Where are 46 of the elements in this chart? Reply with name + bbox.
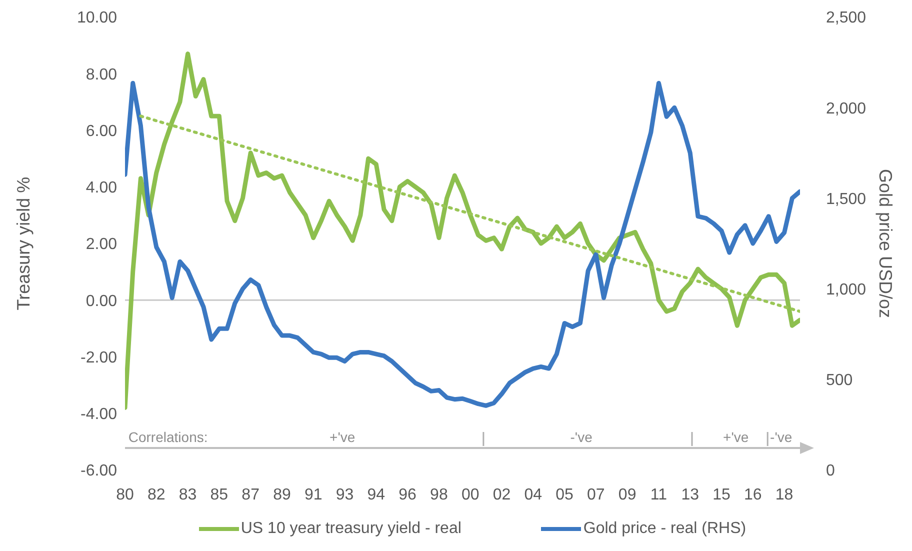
legend-label: Gold price - real (RHS) [583,520,746,538]
annotation: Correlations: [128,429,208,445]
x-tick-label: 96 [398,486,417,504]
x-tick-label: 09 [618,486,636,504]
annotation: -'ve [770,429,792,445]
x-tick-label: 85 [210,486,228,504]
y2-tick-label: 2,500 [826,10,866,27]
y-tick-label: 8.00 [86,66,118,84]
x-tick-label: 04 [524,486,542,504]
y-tick-label: 6.00 [86,122,118,140]
x-tick-label: 05 [556,486,574,504]
x-tick-label: 13 [681,486,700,504]
y2-axis-title: Gold price USD/oz [876,168,896,318]
y2-tick-label: 0 [826,462,835,480]
x-tick-label: 82 [147,486,166,504]
x-tick-label: 11 [650,486,668,504]
x-tick-label: 18 [775,486,794,504]
annotation: +'ve [330,429,356,445]
x-tick-label: 89 [273,486,291,504]
x-tick-label: 98 [430,486,448,504]
y2-tick-label: 1,000 [826,281,866,298]
x-tick-label: 15 [712,486,731,504]
x-tick-label: 94 [367,486,386,504]
y-axis-title: Treasury yield % [13,176,34,310]
y-tick-label: 0.00 [86,292,118,310]
x-tick-label: 00 [461,486,480,504]
x-tick-label: 87 [242,486,260,504]
annotation: -'ve [570,429,593,445]
x-tick-label: 80 [116,486,134,504]
y-tick-label: 2.00 [86,236,118,254]
y2-tick-label: 500 [826,372,853,390]
y-tick-label: 4.00 [86,180,118,197]
y-tick-label: -2.00 [80,349,118,366]
y-tick-label: -4.00 [80,406,118,424]
y-tick-label: -6.00 [80,462,118,480]
y2-tick-label: 2,000 [826,100,866,118]
x-tick-label: 07 [587,486,605,504]
x-tick-label: 91 [304,486,322,504]
annotation: +'ve [723,429,749,445]
y-tick-label: 10.00 [76,10,118,27]
x-tick-label: 16 [744,486,762,504]
x-tick-label: 02 [492,486,511,504]
x-tick-label: 83 [178,486,197,504]
legend-label: US 10 year treasury yield - real [240,520,462,538]
x-tick-label: 93 [336,486,354,504]
y2-tick-label: 1,500 [826,190,866,208]
